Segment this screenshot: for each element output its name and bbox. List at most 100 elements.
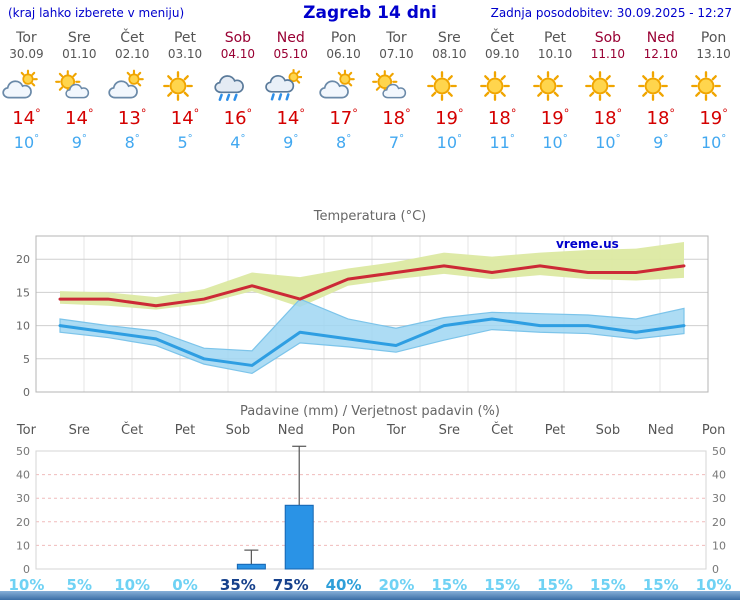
day-column: Pon 13.10 19° 10° [687,30,740,152]
day-column: Čet 02.10 13° 8° [106,30,159,152]
temp-low: 10° [529,133,582,152]
precip-bar [236,563,266,570]
degree-symbol: ° [34,133,40,145]
probability-label: 15% [431,576,468,594]
temperature-chart-title: Temperatura (°C) [313,209,427,224]
plot-border [35,450,707,570]
y-tick-label-left: 10 [16,539,30,552]
temp-low: 9° [264,133,317,152]
degree-symbol: ° [721,133,727,145]
degree-symbol: ° [187,133,193,145]
degree-symbol: ° [240,133,246,145]
day-date: 08.10 [432,47,467,61]
sun-icon [423,69,476,103]
rain-icon-svg [211,69,249,103]
day-name: Tor [386,30,407,46]
y-tick-label: 0 [23,386,30,399]
day-name: Pon [330,30,357,46]
probability-label: 5% [66,576,93,594]
precip-day-label: Sre [438,423,460,438]
temp-low: 9° [634,133,687,152]
temp-low-value: 9 [283,133,294,152]
degree-symbol: ° [510,107,517,120]
day-column: Sob 11.10 18° 10° [581,30,634,152]
temp-high-value: 14 [12,108,36,129]
temp-low-value: 4 [230,133,241,152]
day-date: 12.10 [643,47,678,61]
y-tick-label: 15 [16,286,30,299]
precip-day-label: Tor [386,423,406,438]
temp-low-value: 8 [124,133,135,152]
degree-symbol: ° [134,133,140,145]
temp-low: 8° [106,133,159,152]
y-tick-label: 5 [23,353,30,366]
day-column: Ned 12.10 18° 9° [634,30,687,152]
temp-low-value: 10 [13,133,35,152]
temp-low-value: 9 [653,133,664,152]
temp-high-value: 18 [593,108,617,129]
day-column: Pon 06.10 17° 8° [317,30,370,152]
sun-icon-svg [159,69,197,103]
temp-high: 18° [476,107,529,129]
temp-low-value: 10 [436,133,457,152]
degree-symbol: ° [87,107,94,120]
degree-symbol: ° [669,107,675,120]
probability-label: 10% [695,576,732,594]
day-date: 11.10 [590,47,626,61]
degree-symbol: ° [193,107,200,120]
temp-low: 10° [581,133,634,152]
probability-label: 35% [219,576,256,594]
cloud-sun-icon-svg [106,69,144,103]
sun-icon-svg [634,69,672,103]
day-name: Sob [594,30,622,46]
y-tick-label-left: 50 [16,445,30,458]
temp-low: 8° [317,133,370,152]
temp-high: 14° [159,107,212,129]
sun-icon-svg [476,69,514,103]
temp-high: 19° [687,107,740,129]
y-tick-label-left: 0 [23,563,30,576]
day-date: 30.09 [9,47,44,61]
precip-day-label: Čet [491,423,514,438]
temp-high: 16° [211,107,264,129]
sun-icon [581,69,634,103]
day-name: Sre [437,30,461,46]
day-name: Ned [646,30,675,46]
cloud-sun-icon [317,69,370,103]
degree-symbol: ° [352,107,358,120]
temp-low: 10° [687,133,740,152]
temp-high-value: 18 [382,108,406,129]
day-date: 01.10 [62,47,97,61]
temp-low-value: 11 [489,133,510,152]
day-date: 03.10 [167,47,203,61]
rain-sun-icon [264,69,317,103]
last-updated: Zadnja posodobitev: 30.09.2025 - 12:27 [490,6,732,20]
sun-icon [529,69,582,103]
degree-symbol: ° [722,107,728,120]
sun-icon [687,69,740,103]
day-name: Čet [490,30,515,46]
temp-low: 7° [370,133,423,152]
precipitation-chart: 0 0 10 10 20 20 30 30 40 40 50 50 [16,445,726,576]
precipitation-probability-row: 10% 5% 10% 0% 35% 75% 40% 20% 15% 15% 15% 15% 15% 10% [0,576,740,594]
day-date: 13.10 [696,47,731,61]
temp-high-value: 13 [117,108,141,129]
y-tick-label-right: 30 [712,492,726,505]
precip-day-label: Pon [701,423,726,438]
day-name: Čet [120,30,145,46]
sun-icon [476,69,529,103]
day-column: Tor 07.10 18° 7° [370,30,423,152]
footer-bar [0,591,740,600]
sun-icon [159,69,212,103]
day-name: Pet [544,30,567,46]
day-column: Pet 10.10 19° 10° [529,30,582,152]
day-name: Sre [67,30,91,46]
temp-low: 10° [0,133,53,152]
temp-high-value: 18 [646,108,670,129]
temp-high: 14° [53,107,106,129]
precipitation-day-labels: Tor Sre Čet Pet Sob Ned Pon Tor Sre Čet Pet Sob Ned P… [0,423,740,438]
y-tick-label-right: 10 [712,539,726,552]
y-tick-label-left: 20 [16,516,30,529]
temp-low: 4° [211,133,264,152]
temp-low-value: 5 [177,133,188,152]
